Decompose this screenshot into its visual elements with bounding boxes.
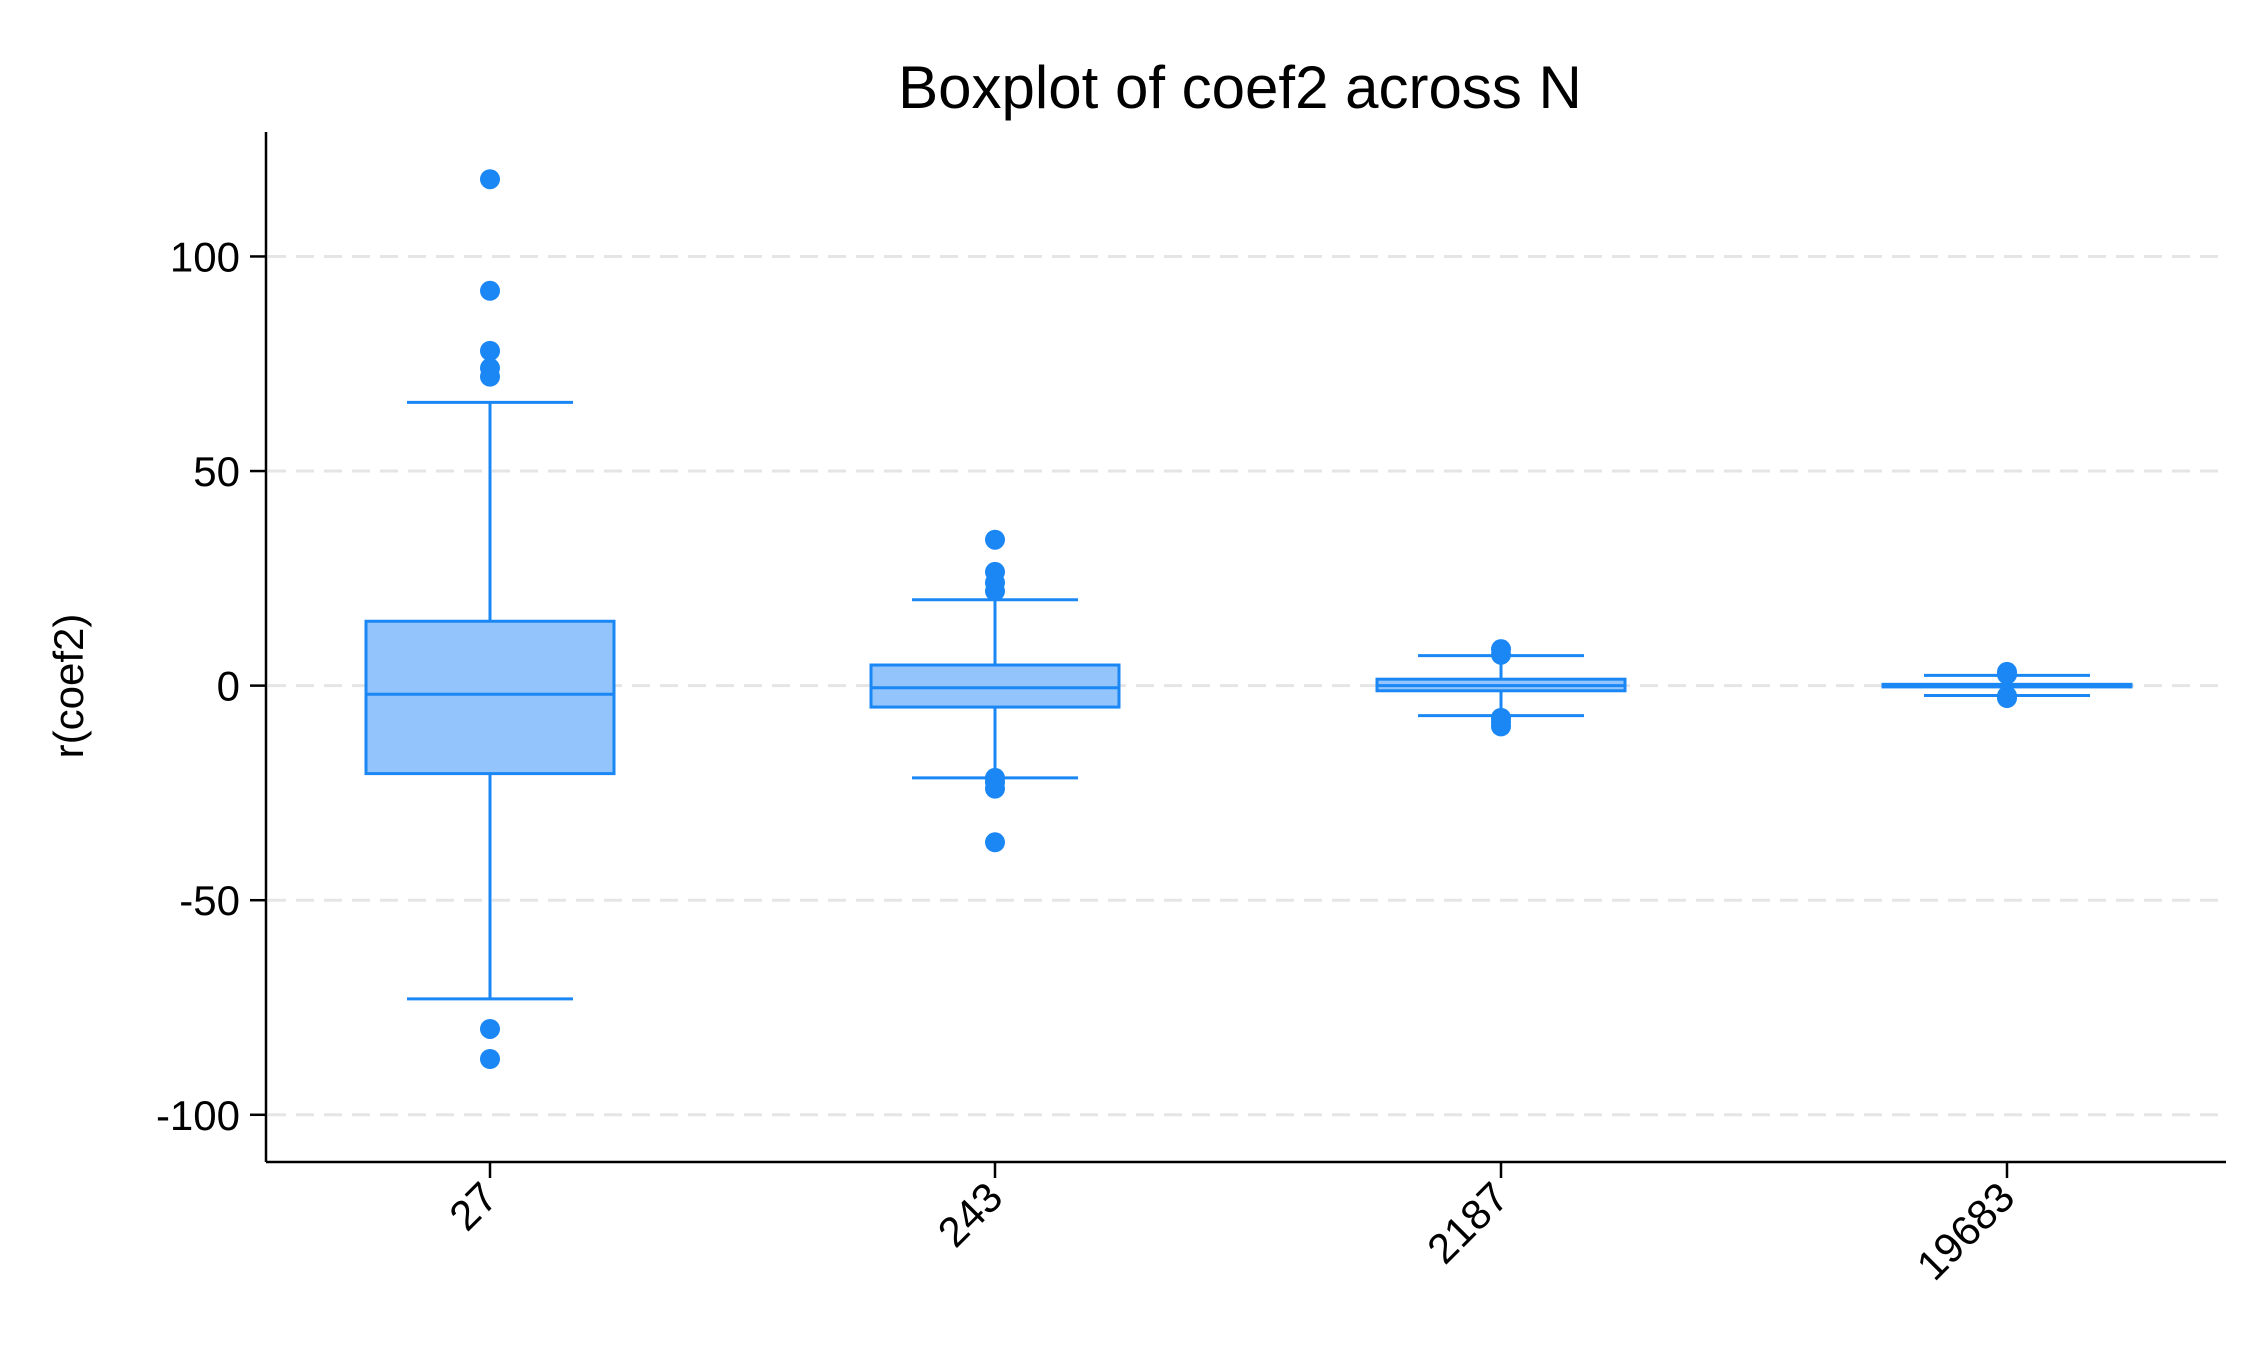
box-group-27 [364, 169, 616, 1069]
chart-title: Boxplot of coef2 across N [898, 54, 1582, 121]
outlier-point [985, 832, 1005, 853]
box-iqr [869, 663, 1121, 709]
boxes [364, 169, 2133, 1069]
x-tick-label: 243 [929, 1173, 1012, 1256]
box-group-2187 [1375, 639, 1627, 737]
outlier-point [1491, 644, 1511, 665]
y-tick-label: 50 [193, 448, 240, 495]
outlier-point [1997, 688, 2017, 709]
y-tick-label: 100 [170, 233, 240, 280]
outlier-point [480, 340, 500, 361]
outlier-point [480, 1018, 500, 1039]
y-axis-label: r(coef2) [45, 614, 92, 759]
x-tick-label: 2187 [1418, 1173, 1517, 1272]
y-tick-label: 0 [217, 663, 240, 710]
y-tick-label: -50 [179, 877, 240, 924]
outlier-point [480, 366, 500, 387]
outlier-point [1997, 664, 2017, 685]
outlier-point [985, 581, 1005, 602]
x-tick-label: 27 [440, 1173, 506, 1239]
axes [264, 132, 2226, 1164]
outlier-point [985, 529, 1005, 550]
outlier-point [985, 778, 1005, 799]
outlier-point [1491, 716, 1511, 737]
outlier-point [480, 280, 500, 301]
box-iqr [364, 619, 616, 776]
box-group-19683 [1881, 661, 2133, 709]
y-tick-label: -100 [156, 1092, 240, 1139]
x-tick-label: 19683 [1908, 1173, 2024, 1289]
outlier-point [480, 1049, 500, 1069]
outlier-point [480, 169, 500, 190]
box-group-243 [869, 529, 1121, 853]
